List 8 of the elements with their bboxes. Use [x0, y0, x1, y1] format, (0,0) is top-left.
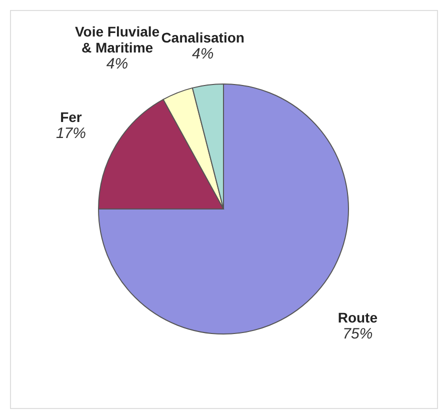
- data-label: 4%: [106, 56, 128, 73]
- data-label: 17%: [56, 125, 86, 142]
- slice-label: Canalisation: [161, 29, 244, 46]
- slice-label: Voie Fluviale & Maritime: [74, 24, 160, 56]
- data-label: 4%: [192, 45, 214, 62]
- data-label: 75%: [342, 326, 373, 343]
- slice-label: Route: [338, 310, 378, 326]
- slice-label: Fer: [60, 109, 82, 126]
